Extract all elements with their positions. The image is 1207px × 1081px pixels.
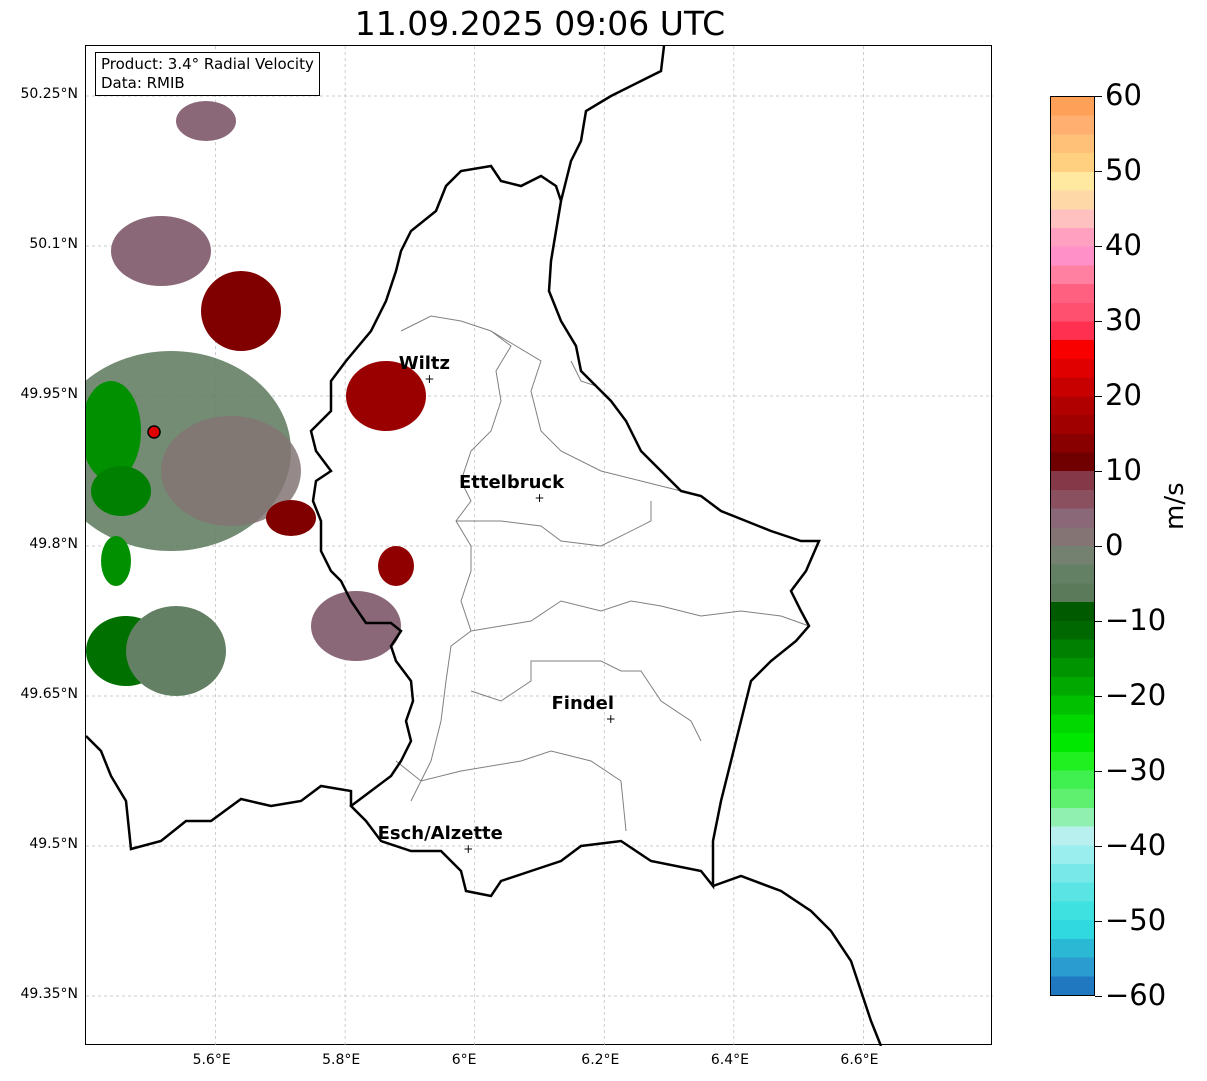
x-tick-label: 6.4°E — [710, 1052, 749, 1068]
colorbar-tick-label: −30 — [1105, 753, 1167, 787]
x-tick-label: 6.6°E — [840, 1052, 879, 1068]
gridlines — [86, 46, 993, 1046]
colorbar-tick-label: −20 — [1105, 678, 1167, 712]
echo-red — [346, 361, 426, 431]
x-tick-label: 6°E — [451, 1052, 477, 1068]
y-tick-label: 49.35°N — [20, 986, 78, 1002]
echo-green — [101, 536, 131, 586]
echo-pinkgray — [161, 416, 301, 526]
product-label: Product: 3.4° Radial Velocity — [101, 55, 314, 73]
city-label: Esch/Alzette — [378, 823, 503, 844]
city-marker-icon: + — [534, 491, 544, 505]
city-label: Ettelbruck — [459, 472, 565, 493]
radar-site-marker — [147, 425, 161, 439]
district-borders — [395, 315, 810, 832]
echo-green — [86, 381, 141, 481]
y-tick-label: 49.95°N — [20, 386, 78, 402]
colorbar-tick-mark — [1095, 246, 1102, 247]
data-source-label: Data: RMIB — [101, 74, 185, 92]
country-borders — [86, 46, 883, 1046]
city-marker-icon: + — [463, 842, 473, 856]
colorbar-tick-mark — [1095, 396, 1102, 397]
echo-red — [266, 500, 316, 536]
echo-gray — [111, 216, 211, 286]
echo-gray — [176, 101, 236, 141]
y-tick-label: 50.25°N — [20, 86, 78, 102]
city-markers: +Wiltz+Ettelbruck+Findel+Esch/Alzette — [378, 353, 616, 856]
colorbar-tick-mark — [1095, 471, 1102, 472]
x-tick-label: 5.8°E — [322, 1052, 361, 1068]
colorbar — [1050, 96, 1095, 996]
y-tick-label: 49.8°N — [29, 536, 78, 552]
colorbar-tick-label: 50 — [1105, 153, 1142, 187]
colorbar-tick-label: −10 — [1105, 603, 1167, 637]
colorbar-tick-label: −60 — [1105, 978, 1167, 1012]
colorbar-tick-mark — [1095, 321, 1102, 322]
city-label: Wiltz — [399, 353, 450, 374]
colorbar-tick-label: −40 — [1105, 828, 1167, 862]
y-tick-label: 49.5°N — [29, 836, 78, 852]
y-tick-label: 49.65°N — [20, 686, 78, 702]
colorbar-tick-mark — [1095, 846, 1102, 847]
colorbar-tick-mark — [1095, 996, 1102, 997]
x-tick-label: 5.6°E — [192, 1052, 231, 1068]
city-label: Findel — [551, 693, 614, 714]
x-tick-label: 6.2°E — [581, 1052, 620, 1068]
colorbar-tick-mark — [1095, 171, 1102, 172]
colorbar-tick-label: 0 — [1105, 528, 1124, 562]
map-canvas: +Wiltz+Ettelbruck+Findel+Esch/Alzette — [86, 46, 993, 1046]
colorbar-tick-label: 30 — [1105, 303, 1142, 337]
city-marker-icon: + — [424, 372, 434, 386]
radar-echoes — [86, 101, 426, 696]
colorbar-tick-mark — [1095, 921, 1102, 922]
colorbar-tick-label: −50 — [1105, 903, 1167, 937]
echo-green — [91, 466, 151, 516]
colorbar-label: m/s — [1160, 482, 1190, 530]
colorbar-tick-mark — [1095, 546, 1102, 547]
colorbar-tick-label: 40 — [1105, 228, 1142, 262]
city-marker-icon: + — [606, 712, 616, 726]
echo-red — [201, 271, 281, 351]
map-plot: + Wiltz + Ettelbruck + Findel + Esch/Alzette — [85, 45, 993, 1046]
colorbar-tick-label: 60 — [1105, 78, 1142, 112]
colorbar-tick-mark — [1095, 771, 1102, 772]
colorbar-tick-mark — [1095, 696, 1102, 697]
echo-pinkgray — [311, 591, 401, 661]
colorbar-tick-mark — [1095, 96, 1102, 97]
echo-red — [378, 546, 414, 586]
y-tick-label: 50.1°N — [29, 236, 78, 252]
map-title: 11.09.2025 09:06 UTC — [354, 4, 726, 43]
colorbar-tick-label: 10 — [1105, 453, 1142, 487]
info-box: Product: 3.4° Radial Velocity Data: RMIB — [95, 52, 320, 96]
colorbar-tick-mark — [1095, 621, 1102, 622]
echo-gray — [126, 606, 226, 696]
colorbar-tick-label: 20 — [1105, 378, 1142, 412]
